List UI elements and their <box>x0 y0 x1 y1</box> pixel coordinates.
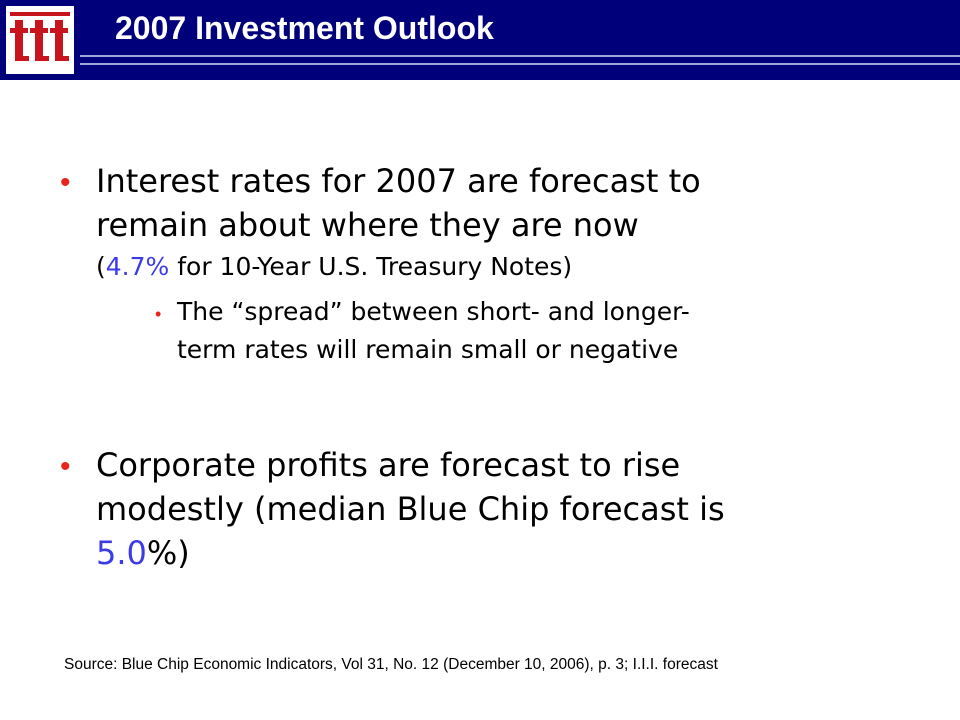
bullet-line: Corporate profits are forecast to rise <box>96 446 681 484</box>
bullet-marker: • <box>60 450 71 483</box>
iii-logo-icon <box>6 6 74 74</box>
sub-bullet-line: term rates will remain small or negative <box>177 335 679 364</box>
header-rule-bottom <box>80 63 960 65</box>
profit-forecast-value: 5.0 <box>96 534 147 572</box>
bullet-line: remain about where they are now <box>96 206 639 244</box>
bullet-line-treasury: (4.7% for 10-Year U.S. Treasury Notes) <box>96 250 572 284</box>
slide-title: 2007 Investment Outlook <box>115 10 494 46</box>
slide-header: 2007 Investment Outlook <box>0 0 960 80</box>
bullet-marker: • <box>60 166 71 199</box>
text-fragment: %) <box>146 534 190 572</box>
bullet-line: modestly (median Blue Chip forecast is <box>96 490 725 528</box>
header-rule-top <box>80 55 960 57</box>
source-citation: Source: Blue Chip Economic Indicators, V… <box>64 656 718 673</box>
text-fragment: for 10-Year U.S. Treasury Notes) <box>169 252 573 281</box>
sub-bullet-marker: • <box>155 304 162 324</box>
bullet-line: Interest rates for 2007 are forecast to <box>96 162 701 200</box>
bullet-line-profit: 5.0%) <box>96 532 190 574</box>
text-fragment: ( <box>96 252 106 281</box>
treasury-rate-value: 4.7% <box>105 252 170 281</box>
sub-bullet-line: The “spread” between short- and longer- <box>177 297 690 326</box>
